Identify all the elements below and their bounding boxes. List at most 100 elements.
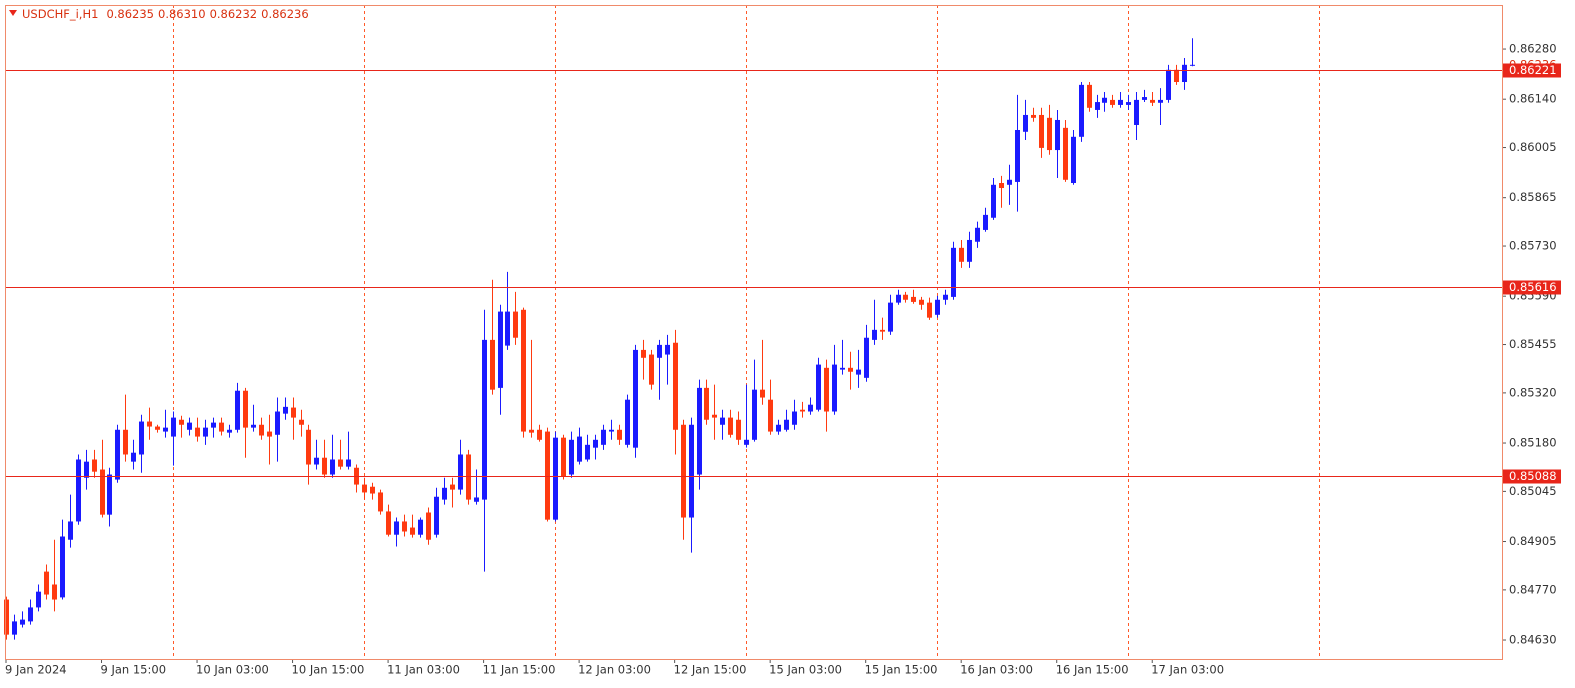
header-open: 0.86235: [106, 7, 154, 21]
candle-body: [450, 484, 455, 490]
candle-body: [275, 411, 280, 435]
candle-body: [784, 419, 789, 430]
y-tick-label: 0.86280: [1509, 42, 1557, 56]
candle-body: [203, 427, 208, 437]
candle-body: [338, 459, 343, 467]
candle-body: [394, 521, 399, 535]
candle-body: [1174, 69, 1179, 83]
candle-body: [553, 437, 558, 520]
price-line-tag: [1503, 469, 1561, 484]
candle-body: [593, 439, 598, 448]
candle-body: [816, 364, 821, 410]
candle-body: [609, 429, 614, 432]
marks-layer: [4, 38, 1502, 640]
candle-body: [991, 184, 996, 218]
header-marker: [9, 10, 17, 16]
price-line-tag: [1503, 280, 1561, 295]
candle-body: [314, 457, 319, 465]
candle-body: [299, 419, 304, 425]
price-line-label: 0.85088: [1509, 469, 1557, 483]
header-close: 0.86236: [261, 7, 309, 21]
y-tick-label: 0.85320: [1509, 385, 1557, 399]
price-line-label: 0.85616: [1509, 280, 1557, 294]
candle-body: [1087, 84, 1092, 108]
price-line-tag: [1503, 63, 1561, 78]
candle-body: [880, 329, 885, 332]
candle-body: [131, 452, 136, 462]
candle-body: [36, 591, 41, 608]
candle-body: [123, 429, 128, 455]
x-tick-label: 15 Jan 15:00: [865, 663, 938, 677]
candle-body: [665, 344, 670, 355]
candle-body: [330, 459, 335, 475]
y-tick-label: 0.85180: [1509, 436, 1557, 450]
candle-body: [872, 329, 877, 340]
candle-body: [28, 607, 33, 622]
candle-body: [1023, 114, 1028, 132]
candle-body: [712, 414, 717, 418]
candle-body: [1039, 114, 1044, 148]
candle-body: [386, 511, 391, 535]
candle-body: [967, 239, 972, 262]
candle-body: [60, 536, 65, 598]
x-tick-label: 10 Jan 15:00: [292, 663, 365, 677]
candle-body: [577, 436, 582, 462]
candle-body: [219, 422, 224, 432]
candle-body: [1071, 136, 1076, 184]
candle-body: [426, 512, 431, 540]
candle-body: [999, 183, 1004, 189]
x-tick-label: 9 Jan 2024: [5, 663, 67, 677]
candle-body: [832, 364, 837, 412]
candle-body: [800, 409, 805, 412]
chart-header: USDCHF_i,H1 0.86235 0.86310 0.86232 0.86236: [22, 7, 309, 21]
candle-body: [410, 527, 415, 535]
candle-body: [187, 422, 192, 430]
candle-body: [52, 584, 57, 600]
candle-body: [211, 422, 216, 428]
candle-body: [139, 421, 144, 455]
candle-body: [1166, 69, 1171, 100]
candle-body: [689, 424, 694, 518]
candle-body: [1118, 99, 1123, 105]
candle-body: [163, 427, 168, 432]
candle-body: [251, 424, 256, 428]
candle-body: [888, 302, 893, 332]
candle-body: [935, 299, 940, 315]
candle-body: [911, 296, 916, 302]
x-tick-label: 12 Jan 15:00: [674, 663, 747, 677]
candle-body: [418, 519, 423, 535]
candle-body: [44, 571, 49, 595]
candle-body: [1190, 64, 1195, 66]
candle-body: [537, 429, 542, 440]
candle-body: [983, 214, 988, 230]
x-tick-label: 16 Jan 15:00: [1056, 663, 1129, 677]
chart-title: USDCHF_i,H1: [22, 7, 98, 21]
candle-body: [322, 457, 327, 475]
candle-body: [760, 389, 765, 398]
candle-body: [227, 429, 232, 433]
candle-body: [943, 294, 948, 300]
candle-body: [736, 419, 741, 440]
candle-body: [919, 299, 924, 305]
candle-body: [1063, 127, 1068, 180]
y-tick-label: 0.84770: [1509, 582, 1557, 596]
candle-body: [808, 404, 813, 412]
candle-body: [12, 621, 17, 635]
candle-body: [657, 344, 662, 358]
candle-body: [513, 311, 518, 338]
candle-body: [1126, 102, 1131, 105]
candle-body: [92, 459, 97, 472]
candle-body: [4, 599, 9, 635]
candle-body: [100, 469, 105, 515]
candle-body: [649, 354, 654, 385]
candle-body: [585, 444, 590, 460]
candle-body: [1095, 102, 1100, 110]
candle-body: [776, 424, 781, 432]
plot-frame: [5, 5, 1503, 660]
candle-body: [864, 337, 869, 378]
candle-body: [617, 429, 622, 440]
candle-body: [633, 349, 638, 448]
x-tick-label: 9 Jan 15:00: [101, 663, 166, 677]
